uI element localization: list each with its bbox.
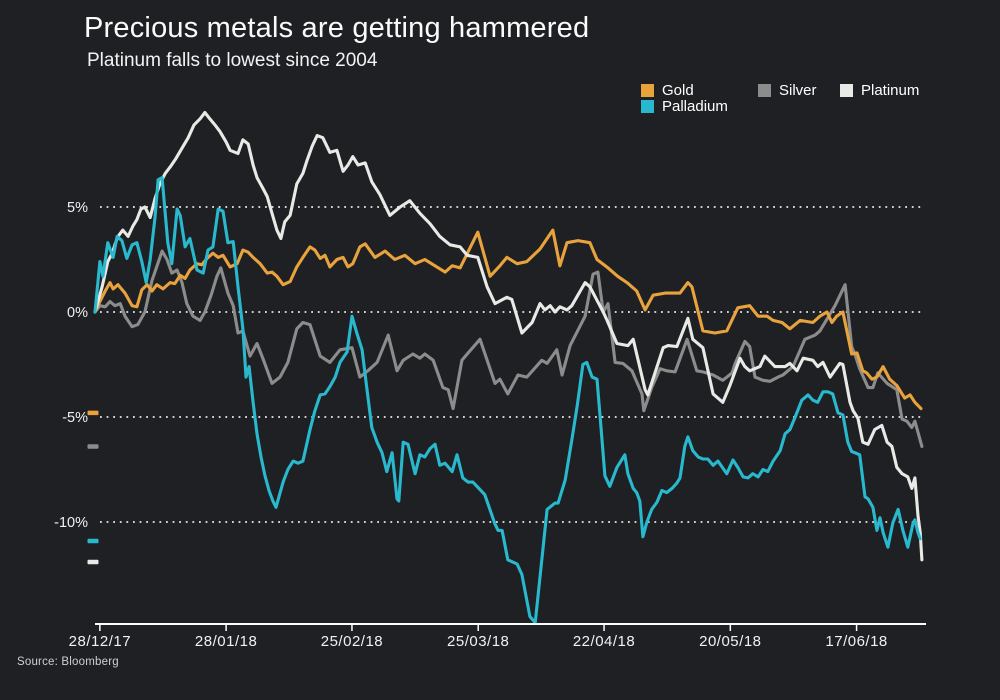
x-tick-label: 25/02/18 <box>321 633 383 650</box>
series-line-palladium <box>93 176 922 625</box>
legend-item-gold: Gold <box>641 81 758 99</box>
legend-swatch-silver <box>758 83 771 97</box>
legend-item-palladium: Palladium <box>641 97 758 115</box>
legend-label-gold: Gold <box>662 81 694 99</box>
series-line-silver <box>93 249 924 448</box>
y-tick-label: 0% <box>67 305 88 321</box>
legend-item-silver: Silver <box>758 81 840 99</box>
legend-swatch-palladium <box>641 99 654 113</box>
latest-value-marker-gold <box>87 410 99 416</box>
legend-label-silver: Silver <box>779 81 817 99</box>
chart-subtitle: Platinum falls to lowest since 2004 <box>87 50 378 71</box>
x-tick-label: 25/03/18 <box>447 633 509 650</box>
x-tick-label: 20/05/18 <box>699 633 761 650</box>
x-tick-label: 17/06/18 <box>825 633 887 650</box>
latest-value-marker-platinum <box>87 559 99 565</box>
x-tick-label: 28/01/18 <box>195 633 257 650</box>
x-tick-label: 22/04/18 <box>573 633 635 650</box>
legend: Gold Silver Platinum Palladium <box>641 81 920 115</box>
legend-label-palladium: Palladium <box>662 97 728 115</box>
y-tick-label: -10% <box>54 515 88 531</box>
series-line-gold <box>93 228 923 411</box>
y-tick-label: -5% <box>62 410 88 426</box>
legend-swatch-gold <box>641 83 654 97</box>
legend-swatch-platinum <box>840 83 853 97</box>
latest-value-marker-palladium <box>87 538 99 544</box>
x-tick-label: 28/12/17 <box>69 633 131 650</box>
legend-label-platinum: Platinum <box>861 81 920 99</box>
latest-value-marker-silver <box>87 444 99 449</box>
legend-item-platinum: Platinum <box>840 81 920 99</box>
series-line-platinum <box>93 110 924 562</box>
y-tick-label: 5% <box>67 200 88 216</box>
chart-title: Precious metals are getting hammered <box>84 12 590 44</box>
source-label: Source: Bloomberg <box>17 656 119 668</box>
